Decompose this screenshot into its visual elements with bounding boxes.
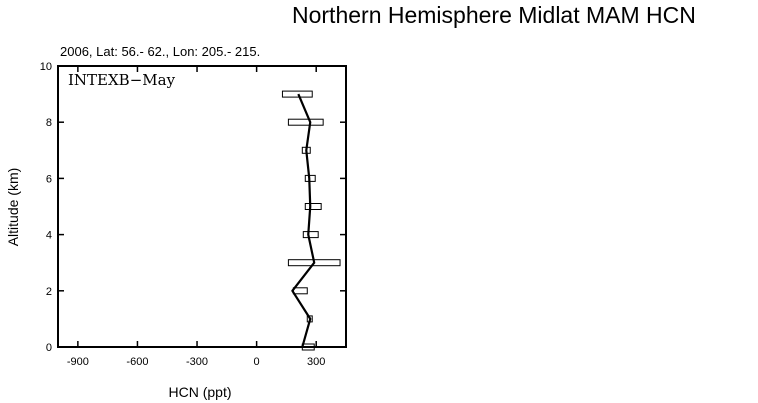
campaign-annotation: INTEXB−May bbox=[68, 71, 176, 89]
median-profile-line bbox=[291, 93, 316, 348]
y-tick-label: 0 bbox=[46, 342, 52, 354]
y-tick-label: 2 bbox=[46, 286, 52, 298]
plot-frame bbox=[57, 65, 347, 348]
y-tick-label: 10 bbox=[40, 61, 52, 73]
x-tick-label: 300 bbox=[307, 356, 325, 368]
x-tick-label: -900 bbox=[67, 356, 89, 368]
percentile-box bbox=[281, 90, 313, 98]
percentile-box bbox=[302, 231, 319, 239]
x-tick-label: -600 bbox=[126, 356, 148, 368]
chart-subtitle: 2006, Lat: 56.- 62., Lon: 205.- 215. bbox=[60, 44, 261, 59]
y-axis-label: Altitude (km) bbox=[5, 168, 21, 247]
chart-title: Northern Hemisphere Midlat MAM HCN bbox=[292, 2, 696, 28]
y-tick-label: 4 bbox=[46, 230, 52, 242]
y-tick-label: 8 bbox=[46, 117, 52, 129]
x-axis-label: HCN (ppt) bbox=[168, 384, 231, 400]
y-tick-label: 6 bbox=[46, 173, 52, 185]
plot-area: -900 -600 -300 0 300 0 2 4 6 8 10 bbox=[40, 61, 347, 368]
x-tick-label: 0 bbox=[254, 356, 260, 368]
x-tick-label: -300 bbox=[186, 356, 208, 368]
percentile-box bbox=[304, 203, 322, 210]
percentile-box bbox=[287, 118, 324, 126]
percentile-box bbox=[292, 287, 308, 295]
